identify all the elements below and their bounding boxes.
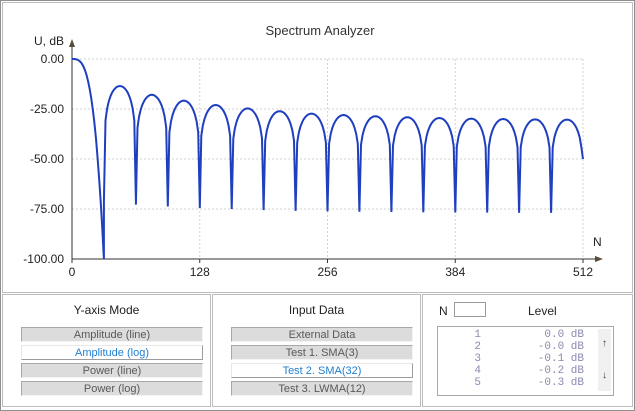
test2-sma32-button[interactable]: Test 2. SMA(32): [231, 363, 413, 378]
chart-title: Spectrum Analyzer: [265, 23, 375, 38]
input-data-panel: Input Data External Data Test 1. SMA(3) …: [212, 294, 421, 407]
spectrum-chart-panel: 0.00 -25.00 -50.00 -75.00 -100.00 0 128 256 384 5…: [2, 2, 633, 293]
spectrum-chart: 0.00 -25.00 -50.00 -75.00 -100.00 0 128 256 384 5…: [23, 23, 603, 279]
x-axis-label: N: [593, 235, 602, 249]
y-axis-mode-title: Y-axis Mode: [73, 303, 140, 317]
level-panel: N Level 1 0.0 dB 2 -0.0 dB 3 -0.1 dB 4 -…: [422, 294, 633, 407]
input-data-title: Input Data: [288, 303, 345, 317]
scroll-up-icon[interactable]: ↑: [602, 338, 607, 349]
scroll-down-icon[interactable]: ↓: [602, 370, 607, 381]
x-axis-arrow-icon: [595, 256, 603, 262]
y-tick-label: -100.00: [23, 252, 64, 266]
y-tick-label: -25.00: [30, 102, 64, 116]
power-line-button[interactable]: Power (line): [21, 363, 203, 378]
x-tick-label: 512: [573, 265, 593, 279]
test1-sma3-button[interactable]: Test 1. SMA(3): [231, 345, 413, 360]
level-list[interactable]: 1 0.0 dB 2 -0.0 dB 3 -0.1 dB 4 -0.2 dB 5…: [437, 326, 614, 396]
x-tick-label: 0: [69, 265, 76, 279]
y-tick-label: -75.00: [30, 202, 64, 216]
spectrum-series-line: [72, 58, 584, 260]
x-tick-label: 128: [190, 265, 210, 279]
x-tick-label: 256: [317, 265, 337, 279]
y-axis-mode-panel: Y-axis Mode Amplitude (line) Amplitude (…: [2, 294, 211, 407]
amplitude-line-button[interactable]: Amplitude (line): [21, 327, 203, 342]
amplitude-log-button[interactable]: Amplitude (log): [21, 345, 203, 360]
y-axis-label: U, dB: [34, 34, 64, 48]
test3-lwma12-button[interactable]: Test 3. LWMA(12): [231, 381, 413, 396]
x-tick-label: 384: [445, 265, 465, 279]
y-tick-label: -50.00: [30, 152, 64, 166]
y-tick-label: 0.00: [41, 52, 65, 66]
y-axis-arrow-icon: [69, 39, 75, 47]
power-log-button[interactable]: Power (log): [21, 381, 203, 396]
n-input[interactable]: [454, 302, 486, 317]
level-list-scrollbar[interactable]: ↑ ↓: [598, 329, 611, 391]
external-data-button[interactable]: External Data: [231, 327, 413, 342]
n-label: N: [439, 304, 448, 318]
level-label: Level: [528, 304, 557, 318]
